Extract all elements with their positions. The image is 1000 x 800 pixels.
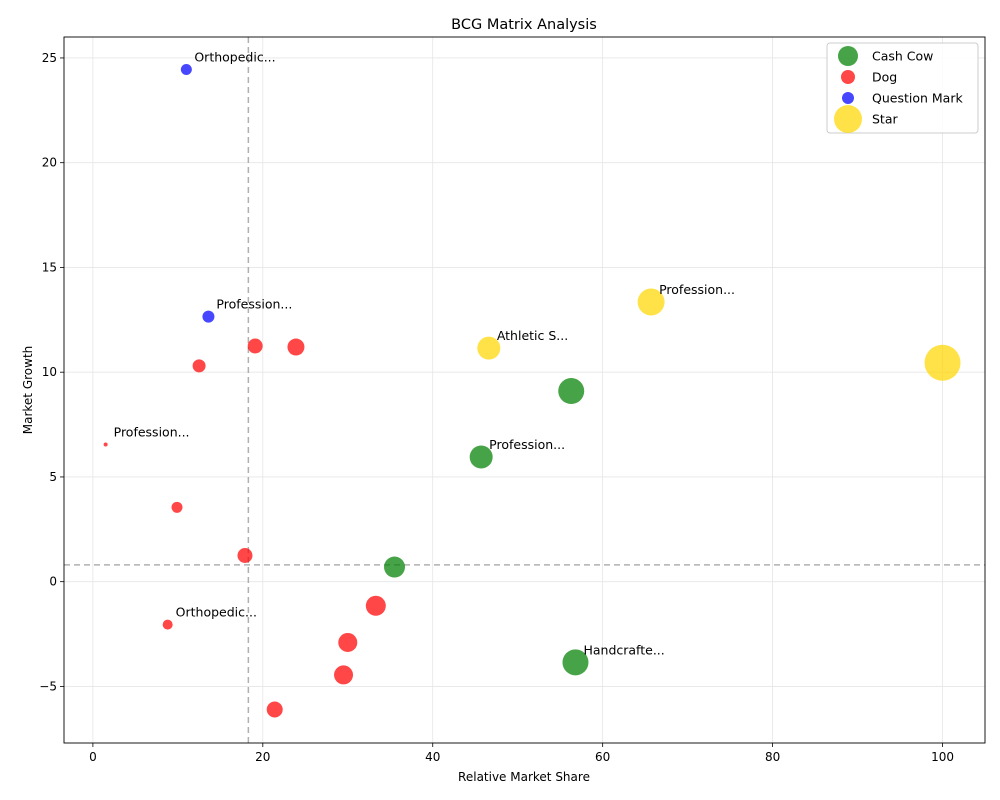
data-point-dog xyxy=(365,595,386,616)
y-tick-label: 5 xyxy=(49,470,57,484)
y-tick-label: 25 xyxy=(42,51,57,65)
data-point-dog xyxy=(338,632,358,652)
x-tick-label: 100 xyxy=(931,750,954,764)
gridlines xyxy=(64,37,985,743)
legend: Cash Cow Dog Question Mark Star xyxy=(826,42,979,134)
data-point-dog xyxy=(266,701,283,718)
y-tick-label: 0 xyxy=(49,575,57,589)
plot-area-frame xyxy=(63,36,986,744)
data-point-dog xyxy=(237,548,253,564)
point-annotation: Profession... xyxy=(216,297,292,312)
data-point-cash-cow xyxy=(384,556,406,578)
point-annotation: Profession... xyxy=(114,424,190,439)
legend-label: Question Mark xyxy=(872,91,963,106)
legend-label: Cash Cow xyxy=(872,49,933,64)
data-point-dog xyxy=(287,338,305,356)
point-annotation: Handcrafte... xyxy=(583,642,664,657)
legend-marker xyxy=(842,92,854,104)
y-axis-label: Market Growth xyxy=(21,346,35,435)
data-point-cash-cow xyxy=(469,445,493,469)
data-point-star xyxy=(924,344,961,381)
x-axis-ticks: 0 20 40 60 80 100 xyxy=(89,743,954,764)
legend-marker xyxy=(841,70,855,84)
x-tick-label: 60 xyxy=(595,750,610,764)
data-point-star xyxy=(637,288,665,316)
data-point-question-mark xyxy=(180,63,192,75)
data-point-star xyxy=(477,336,501,360)
legend-marker xyxy=(838,46,858,66)
x-tick-label: 40 xyxy=(425,750,440,764)
point-annotation: Profession... xyxy=(489,437,565,452)
y-tick-label: 15 xyxy=(42,260,57,274)
data-point-dog xyxy=(171,501,183,513)
y-tick-label: −5 xyxy=(39,679,57,693)
point-annotation: Profession... xyxy=(659,282,735,297)
data-point-dog xyxy=(162,619,173,630)
x-tick-label: 80 xyxy=(765,750,780,764)
point-annotations: Profession... Handcrafte... Profession... O… xyxy=(114,49,735,657)
x-tick-label: 0 xyxy=(89,750,97,764)
point-annotation: Athletic S... xyxy=(497,328,568,343)
quadrant-threshold-lines xyxy=(64,37,985,743)
data-point-dog xyxy=(334,665,354,685)
data-points xyxy=(103,63,961,718)
legend-label: Dog xyxy=(872,70,897,85)
x-axis-label: Relative Market Share xyxy=(458,770,590,784)
point-annotation: Orthopedic... xyxy=(194,49,275,64)
legend-box xyxy=(826,42,979,134)
data-point-dog xyxy=(192,359,206,373)
data-point-dog xyxy=(247,338,263,354)
x-tick-label: 20 xyxy=(255,750,270,764)
y-tick-label: 10 xyxy=(42,365,57,379)
y-axis-ticks: −5 0 5 10 15 20 25 xyxy=(39,51,64,693)
legend-marker xyxy=(834,105,862,133)
data-point-question-mark xyxy=(202,310,215,323)
data-point-cash-cow xyxy=(558,378,585,405)
y-tick-label: 20 xyxy=(42,156,57,170)
legend-label: Star xyxy=(872,112,898,127)
data-point-dog xyxy=(103,442,108,447)
data-point-cash-cow xyxy=(562,649,589,676)
chart-title: BCG Matrix Analysis xyxy=(451,17,597,33)
point-annotation: Orthopedic... xyxy=(176,605,257,620)
